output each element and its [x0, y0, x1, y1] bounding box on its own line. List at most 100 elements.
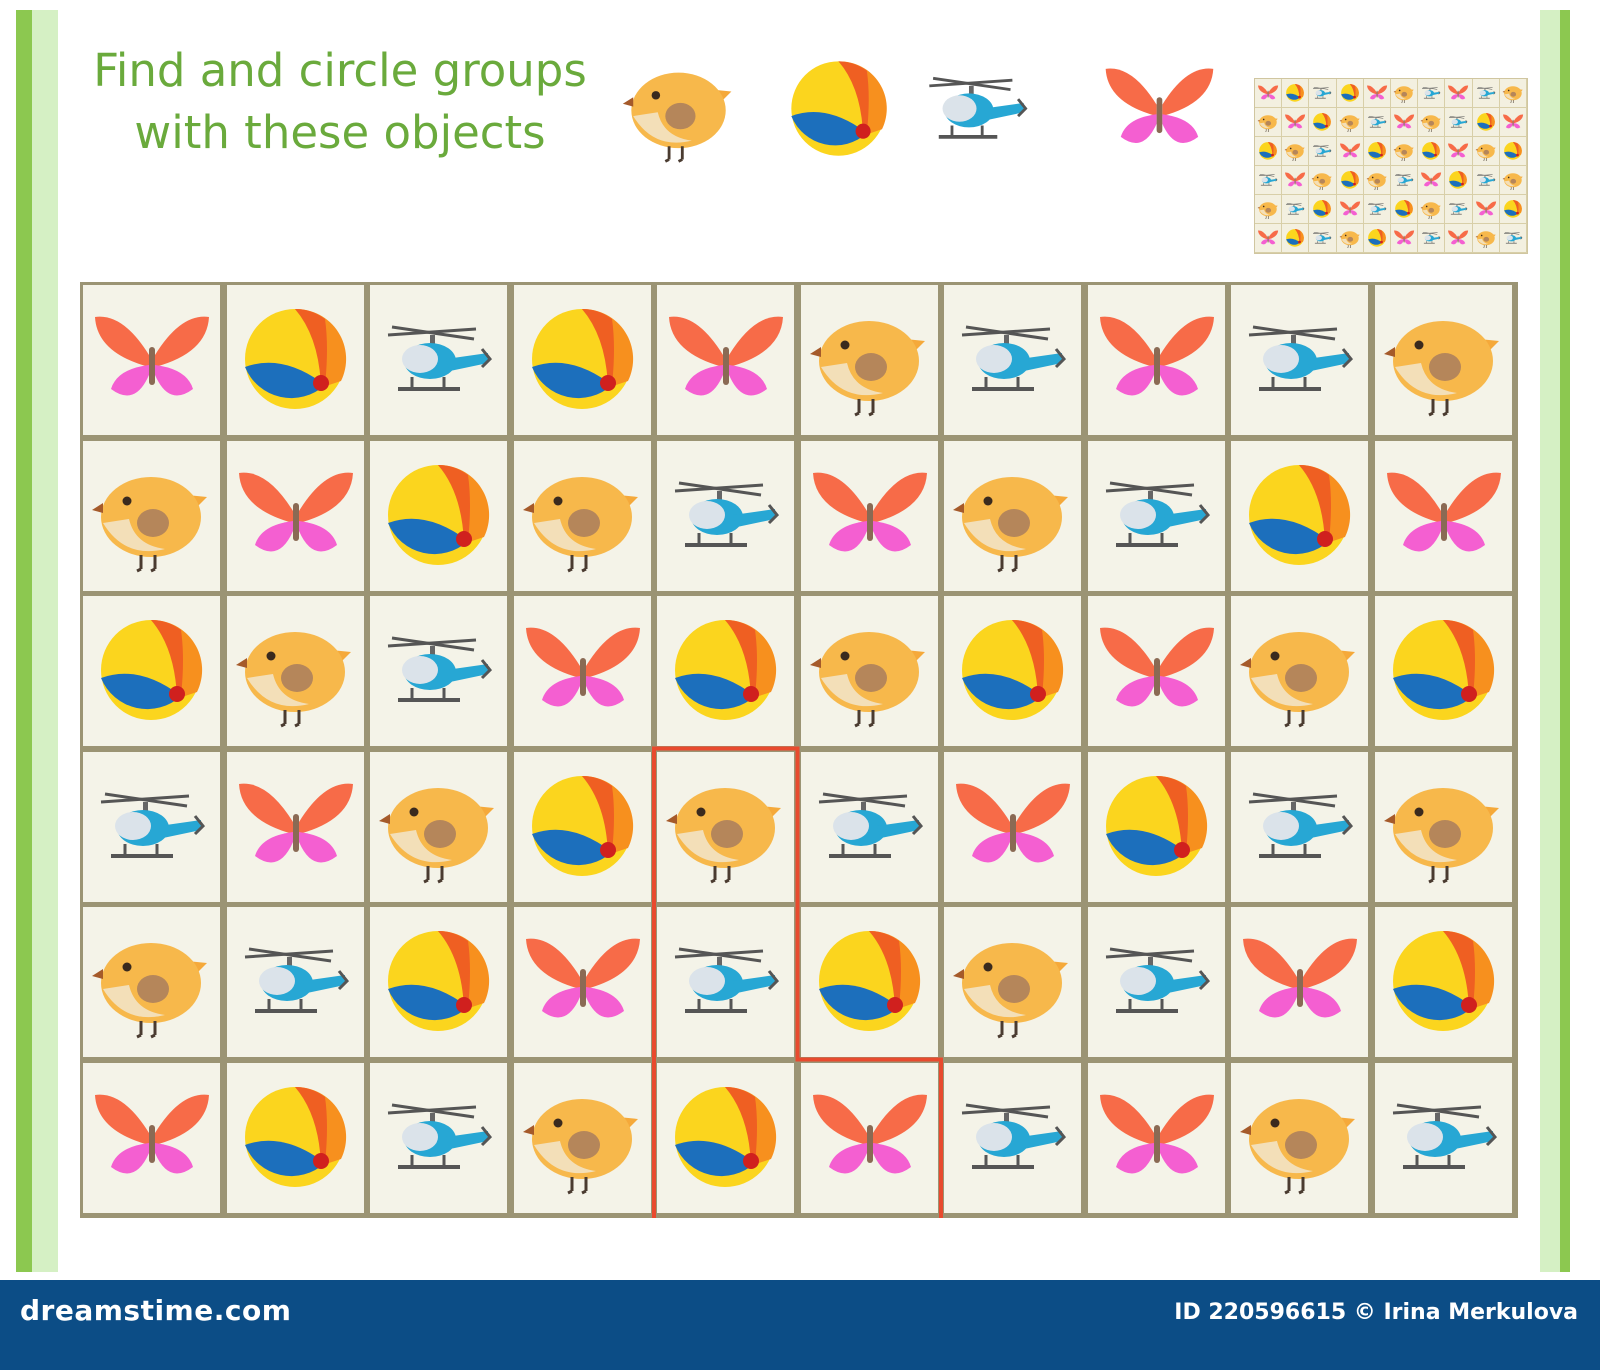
grid-cell-helicopter[interactable] — [944, 285, 1081, 435]
thumb-cell — [1255, 137, 1283, 166]
grid-cell-butterfly[interactable] — [226, 751, 364, 902]
grid-cell-ball[interactable] — [370, 907, 507, 1057]
grid-cell-butterfly[interactable] — [1087, 285, 1225, 435]
chick-icon — [1393, 86, 1414, 104]
ball-icon — [818, 930, 920, 1031]
chick-icon — [1240, 1098, 1355, 1194]
grid-cell-butterfly[interactable] — [944, 751, 1081, 902]
grid-cell-butterfly[interactable] — [83, 285, 220, 435]
grid-cell-ball[interactable] — [513, 751, 651, 902]
grid-cell-butterfly[interactable] — [83, 1062, 220, 1213]
grid-cell-chick[interactable] — [83, 440, 220, 591]
grid-cell-ball[interactable] — [226, 1062, 364, 1213]
grid-cell-helicopter[interactable] — [1087, 907, 1225, 1057]
left-border-light — [32, 10, 58, 1272]
thumb-cell — [1499, 166, 1527, 195]
right-border-light — [1540, 10, 1560, 1272]
grid-cell-helicopter[interactable] — [370, 285, 507, 435]
target-chick — [620, 50, 738, 172]
grid-cell-chick[interactable] — [226, 596, 364, 746]
helicopter-icon — [1395, 174, 1414, 186]
grid-cell-chick[interactable] — [1374, 285, 1512, 435]
grid-cell-ball[interactable] — [657, 596, 794, 746]
grid-cell-butterfly[interactable] — [1374, 440, 1512, 591]
chick-icon — [1257, 115, 1278, 133]
chick-icon — [1284, 144, 1305, 162]
grid-cell-butterfly[interactable] — [226, 440, 364, 591]
grid-cell-butterfly[interactable] — [657, 285, 794, 435]
grid-cell-helicopter[interactable] — [83, 751, 220, 902]
grid-cell-chick[interactable] — [657, 751, 794, 902]
grid-cell-ball[interactable] — [657, 1062, 794, 1213]
grid-cell-ball[interactable] — [370, 440, 507, 591]
grid-cell-helicopter[interactable] — [657, 907, 794, 1057]
grid-cell-chick[interactable] — [1374, 751, 1512, 902]
ball-icon — [1392, 619, 1494, 720]
helicopter-icon — [1313, 232, 1332, 244]
grid-cell-ball[interactable] — [944, 596, 1081, 746]
grid-cell-chick[interactable] — [1231, 596, 1368, 746]
thumb-cell — [1282, 195, 1310, 224]
thumb-cell — [1472, 195, 1500, 224]
thumb-cell — [1391, 108, 1419, 137]
puzzle-grid — [80, 282, 1518, 1218]
chick-icon — [522, 1098, 638, 1194]
butterfly-icon — [1243, 938, 1357, 1018]
grid-cell-butterfly[interactable] — [1087, 596, 1225, 746]
chick-icon — [1420, 115, 1441, 133]
grid-cell-helicopter[interactable] — [370, 596, 507, 746]
ball-icon — [1392, 930, 1494, 1031]
thumb-cell — [1282, 224, 1310, 253]
grid-cell-helicopter[interactable] — [226, 907, 364, 1057]
butterfly-icon — [1099, 316, 1214, 396]
chick-icon — [92, 943, 207, 1039]
grid-cell-chick[interactable] — [800, 285, 938, 435]
grid-cell-helicopter[interactable] — [657, 440, 794, 591]
grid-cell-butterfly[interactable] — [1231, 907, 1368, 1057]
grid-cell-butterfly[interactable] — [1087, 1062, 1225, 1213]
thumb-cell — [1499, 195, 1527, 224]
grid-cell-helicopter[interactable] — [1374, 1062, 1512, 1213]
grid-cell-ball[interactable] — [800, 907, 938, 1057]
grid-cell-ball[interactable] — [1231, 440, 1368, 591]
grid-cell-chick[interactable] — [513, 440, 651, 591]
grid-cell-helicopter[interactable] — [1231, 285, 1368, 435]
chick-icon — [1257, 202, 1278, 220]
helicopter-icon — [1313, 145, 1332, 157]
grid-cell-chick[interactable] — [944, 907, 1081, 1057]
ball-icon — [1503, 142, 1522, 160]
grid-cell-helicopter[interactable] — [1087, 440, 1225, 591]
grid-cell-ball[interactable] — [1374, 596, 1512, 746]
grid-cell-chick[interactable] — [800, 596, 938, 746]
chick-icon — [1502, 173, 1523, 191]
grid-cell-chick[interactable] — [513, 1062, 651, 1213]
thumb-cell — [1391, 195, 1419, 224]
thumb-cell — [1309, 195, 1337, 224]
ball-icon — [1249, 464, 1351, 565]
grid-cell-ball[interactable] — [513, 285, 651, 435]
grid-cell-ball[interactable] — [83, 596, 220, 746]
target-butterfly — [1100, 50, 1218, 172]
grid-cell-helicopter[interactable] — [1231, 751, 1368, 902]
grid-cell-chick[interactable] — [370, 751, 507, 902]
grid-cell-helicopter[interactable] — [944, 1062, 1081, 1213]
grid-cell-helicopter[interactable] — [800, 751, 938, 902]
thumb-cell — [1391, 224, 1419, 253]
ball-icon — [531, 775, 633, 876]
grid-cell-butterfly[interactable] — [513, 596, 651, 746]
grid-cell-butterfly[interactable] — [513, 907, 651, 1057]
grid-cell-butterfly[interactable] — [800, 1062, 938, 1213]
helicopter-icon — [1105, 481, 1210, 547]
grid-cell-chick[interactable] — [83, 907, 220, 1057]
chick-icon — [666, 787, 781, 883]
chick-icon — [1502, 86, 1523, 104]
grid-cell-chick[interactable] — [944, 440, 1081, 591]
grid-cell-helicopter[interactable] — [370, 1062, 507, 1213]
grid-cell-ball[interactable] — [1374, 907, 1512, 1057]
grid-cell-ball[interactable] — [226, 285, 364, 435]
helicopter-icon — [100, 792, 206, 858]
grid-cell-chick[interactable] — [1231, 1062, 1368, 1213]
thumb-cell — [1391, 166, 1419, 195]
grid-cell-ball[interactable] — [1087, 751, 1225, 902]
grid-cell-butterfly[interactable] — [800, 440, 938, 591]
